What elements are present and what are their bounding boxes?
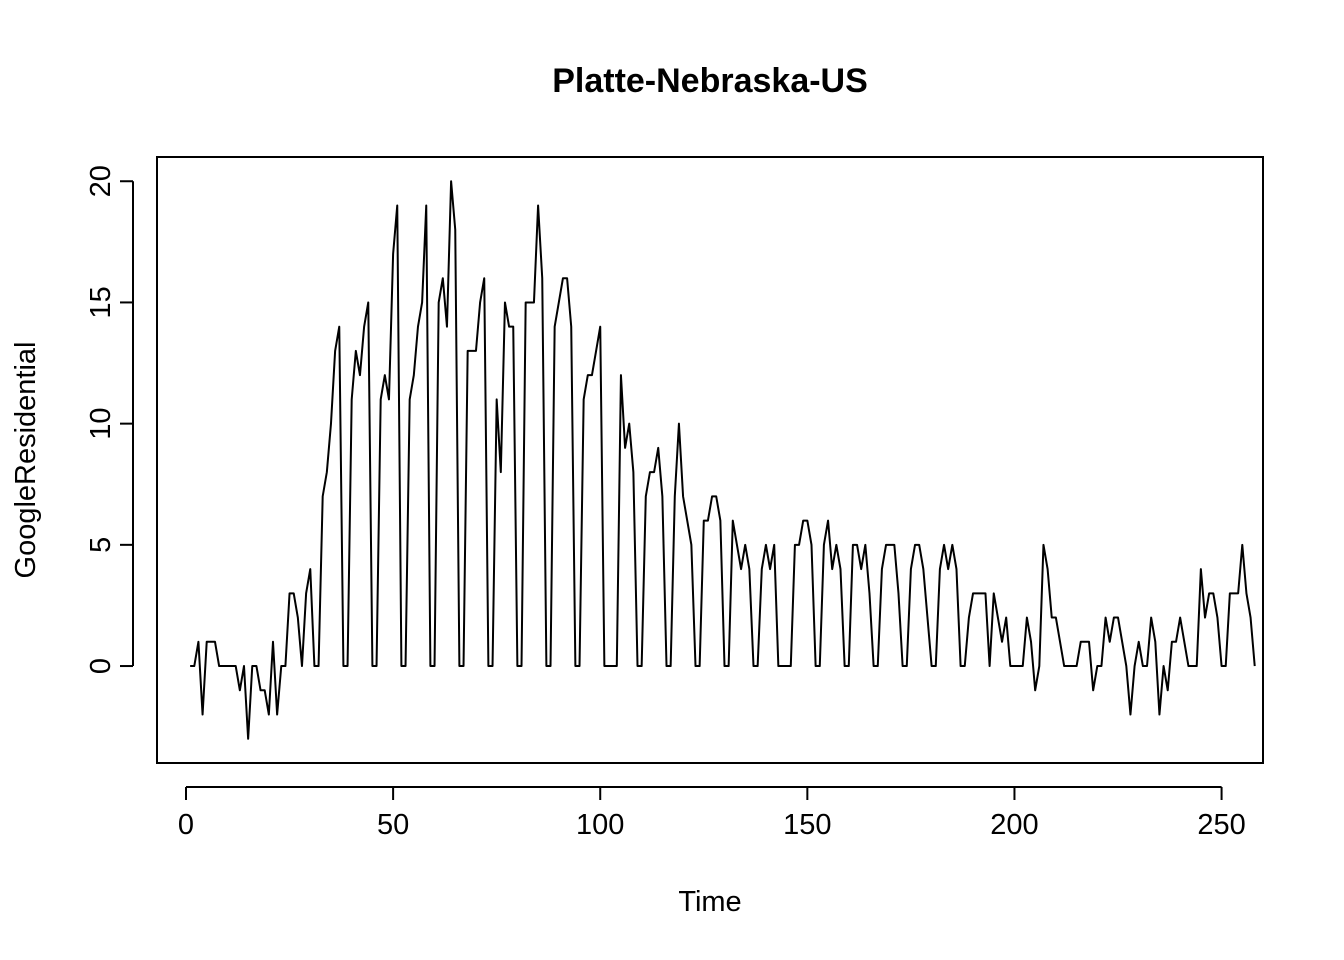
chart-title: Platte-Nebraska-US [552, 62, 868, 100]
x-tick-label: 0 [178, 809, 194, 841]
y-tick-label: 10 [85, 408, 117, 440]
y-tick-label: 0 [85, 658, 117, 674]
x-tick-label: 150 [783, 809, 831, 841]
plot-area-frame [156, 156, 1264, 764]
y-tick-label: 15 [85, 286, 117, 318]
y-axis: 0 5 10 15 20 [85, 165, 134, 674]
y-axis-label: GoogleResidential [10, 342, 42, 579]
x-axis-label: Time [678, 886, 741, 918]
x-tick-label: 50 [377, 809, 409, 841]
x-axis: 0 50 100 150 200 250 [178, 786, 1246, 841]
y-tick-label: 5 [85, 537, 117, 553]
x-tick-label: 100 [576, 809, 624, 841]
y-tick-label: 20 [85, 165, 117, 197]
series-line [190, 180, 1256, 740]
x-tick-label: 200 [990, 809, 1038, 841]
x-tick-label: 250 [1197, 809, 1245, 841]
